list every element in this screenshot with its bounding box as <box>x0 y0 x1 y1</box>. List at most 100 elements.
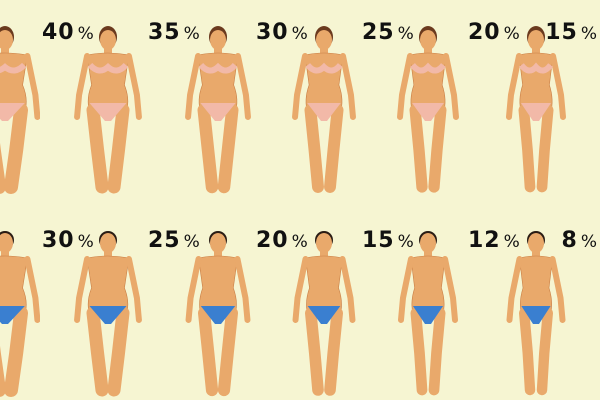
percent-value: 25 <box>362 20 395 45</box>
bikini-top <box>518 62 554 74</box>
percent-sign: % <box>183 232 201 252</box>
body-fat-label: 40% <box>42 20 95 45</box>
percent-sign: % <box>580 24 598 44</box>
left-leg <box>519 307 536 396</box>
left-leg <box>197 103 219 194</box>
torso <box>198 255 238 317</box>
bikini-top <box>87 62 129 74</box>
right-arm <box>339 53 356 120</box>
body-fat-label: 15% <box>545 20 598 45</box>
left-leg <box>305 307 324 396</box>
percent-sign: % <box>397 232 415 252</box>
body-fat-label: 30% <box>42 228 95 253</box>
left-arm <box>505 53 522 120</box>
torso <box>305 255 343 317</box>
man-figure <box>393 228 463 398</box>
left-leg <box>518 104 536 193</box>
left-arm <box>185 256 202 323</box>
woman-figure <box>393 25 463 195</box>
percent-sign: % <box>77 24 95 44</box>
body-fat-label: 35% <box>148 20 201 45</box>
right-leg <box>217 103 239 194</box>
torso <box>519 255 553 317</box>
percent-value: 40 <box>42 20 75 45</box>
left-leg <box>198 306 219 397</box>
body-fat-label: 8% <box>562 228 598 253</box>
percent-value: 25 <box>148 228 181 253</box>
right-arm <box>125 256 142 323</box>
right-arm <box>549 256 566 323</box>
briefs <box>412 306 444 324</box>
percent-value: 30 <box>256 20 289 45</box>
body-fat-label: 20% <box>468 20 521 45</box>
head <box>100 233 116 253</box>
right-arm <box>234 53 251 120</box>
left-leg <box>86 103 109 194</box>
woman-figure <box>501 25 571 195</box>
right-leg <box>107 306 130 397</box>
neck <box>320 48 328 56</box>
briefs <box>0 103 25 121</box>
body-fat-label: 20% <box>256 228 309 253</box>
man-figure <box>73 228 143 398</box>
briefs <box>89 103 127 121</box>
percent-value: 35 <box>148 20 181 45</box>
left-arm <box>74 53 91 120</box>
percent-value: 15 <box>362 228 395 253</box>
right-leg <box>4 306 28 397</box>
head <box>0 30 13 50</box>
head <box>210 30 226 50</box>
briefs <box>89 306 127 324</box>
bikini-top <box>410 62 446 74</box>
torso <box>410 255 446 317</box>
head <box>316 233 332 253</box>
right-leg <box>536 307 553 396</box>
torso <box>0 255 28 317</box>
body-fat-label: 15% <box>362 228 415 253</box>
head <box>528 233 544 253</box>
left-arm <box>397 53 414 120</box>
right-arm <box>442 53 459 120</box>
neck <box>214 48 222 56</box>
neck <box>532 251 540 259</box>
torso <box>86 255 130 317</box>
percent-value: 15 <box>545 20 578 45</box>
neck <box>424 251 432 259</box>
man-figure <box>183 228 253 398</box>
neck <box>1 48 9 56</box>
head <box>420 30 436 50</box>
neck <box>104 251 112 259</box>
neck <box>214 251 222 259</box>
right-arm <box>125 53 142 120</box>
woman-figure <box>73 25 143 195</box>
right-arm <box>442 256 459 323</box>
briefs <box>200 103 236 121</box>
briefs <box>307 306 341 324</box>
left-arm <box>292 256 309 323</box>
right-leg <box>428 307 446 396</box>
body-fat-label: 30% <box>256 20 309 45</box>
left-leg <box>86 306 109 397</box>
left-arm <box>292 53 309 120</box>
body-fat-label: 25% <box>148 228 201 253</box>
briefs <box>521 306 551 324</box>
right-arm <box>550 53 567 120</box>
right-leg <box>324 307 343 396</box>
body-fat-label: 25% <box>362 20 415 45</box>
right-arm <box>339 256 356 323</box>
left-leg <box>409 104 428 193</box>
head <box>100 30 116 50</box>
briefs <box>0 306 25 324</box>
right-arm <box>24 256 40 323</box>
bikini-top <box>0 62 27 74</box>
right-arm <box>24 53 40 120</box>
right-leg <box>536 104 554 193</box>
neck <box>1 251 9 259</box>
bikini-top <box>305 62 343 74</box>
percent-sign: % <box>291 232 309 252</box>
left-leg <box>304 104 324 193</box>
head <box>420 233 436 253</box>
percent-sign: % <box>77 232 95 252</box>
percent-sign: % <box>291 24 309 44</box>
